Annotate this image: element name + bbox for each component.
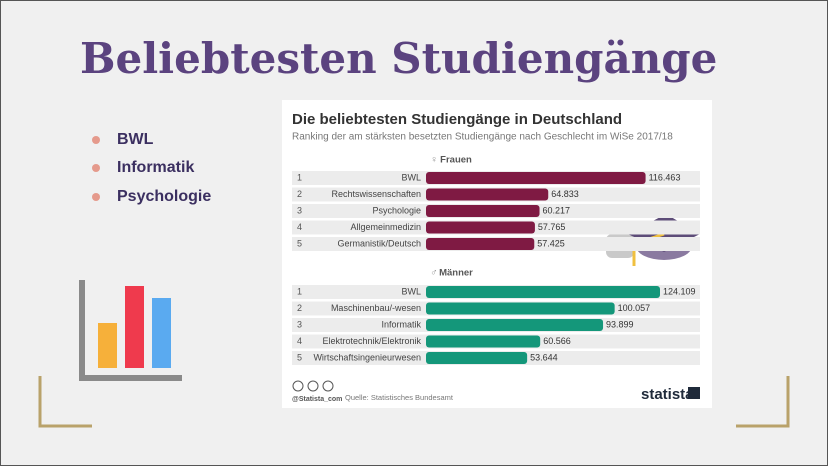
corner-bracket [736,376,790,428]
bar [426,221,535,234]
license-icon [322,380,334,392]
icon-bar [125,286,144,368]
bar [426,286,660,298]
bar [426,319,604,331]
value-label: 64.833 [551,189,579,199]
bullet-list: BWL Informatik Psychologie [92,131,211,205]
icon-bar [98,323,117,368]
value-label: 57.765 [538,222,566,232]
value-label: 53.644 [530,352,558,362]
infographic-title: Die beliebtesten Studiengänge in Deutsch… [292,111,622,128]
slide-title: Beliebtesten Studiengänge [80,34,717,83]
icon-axes [79,280,182,381]
bullet-text: Psychologie [117,188,211,205]
category-label: Allgemeinmedizin [350,222,421,232]
footer: @Statista_com Quelle: Statistisches Bund… [292,380,700,403]
value-label: 116.463 [649,172,681,182]
credit: @Statista_com [292,396,342,403]
icon-bar [152,298,171,368]
rank: 2 [297,303,302,313]
value-label: 124.109 [663,286,696,296]
brand-logo: statista [641,386,694,403]
bar [426,172,646,184]
bullet-text: BWL [117,131,154,148]
category-label: Maschinenbau/-wesen [331,303,421,313]
value-label: 57.425 [537,238,565,248]
category-label: Germanistik/Deutsch [337,238,421,248]
value-label: 60.566 [543,336,571,346]
category-label: Psychologie [372,205,421,215]
value-label: 100.057 [618,303,651,313]
category-label: Elektrotechnik/Elektronik [322,336,421,346]
rank: 1 [297,172,302,182]
panel-title: Frauen [440,155,472,166]
bullet-text: Informatik [117,159,194,176]
rank: 4 [297,222,302,232]
bar [426,238,535,250]
infographic-subtitle: Ranking der am stärksten besetzten Studi… [292,132,673,143]
gender-symbol: ♂ [430,268,438,279]
bullet-dot [92,164,100,172]
rank: 5 [297,352,302,362]
bar [426,352,528,364]
panel-title: Männer [439,268,473,279]
category-label: Wirtschaftsingenieurwesen [313,352,421,362]
rank: 3 [297,205,302,215]
bullet-dot [92,193,100,201]
bar [426,335,541,348]
category-label: BWL [401,172,421,182]
bullet-dot [92,136,100,144]
rank: 5 [297,238,302,248]
rank: 1 [297,286,302,296]
gender-symbol: ♀ [430,155,438,166]
bar [426,188,549,201]
category-label: Informatik [381,319,421,329]
bar [426,205,540,217]
corner-bracket [38,376,92,428]
rank: 4 [297,336,302,346]
value-label: 60.217 [543,205,571,215]
category-label: BWL [401,286,421,296]
license-icon [307,380,319,392]
brand-mark [688,387,700,399]
bar [426,302,615,315]
category-label: Rechtswissenschaften [331,189,421,199]
chart-icon [79,280,182,381]
value-label: 93.899 [606,319,634,329]
source: Quelle: Statistisches Bundesamt [345,393,454,402]
rank: 2 [297,189,302,199]
rank: 3 [297,319,302,329]
license-icon [292,380,304,392]
